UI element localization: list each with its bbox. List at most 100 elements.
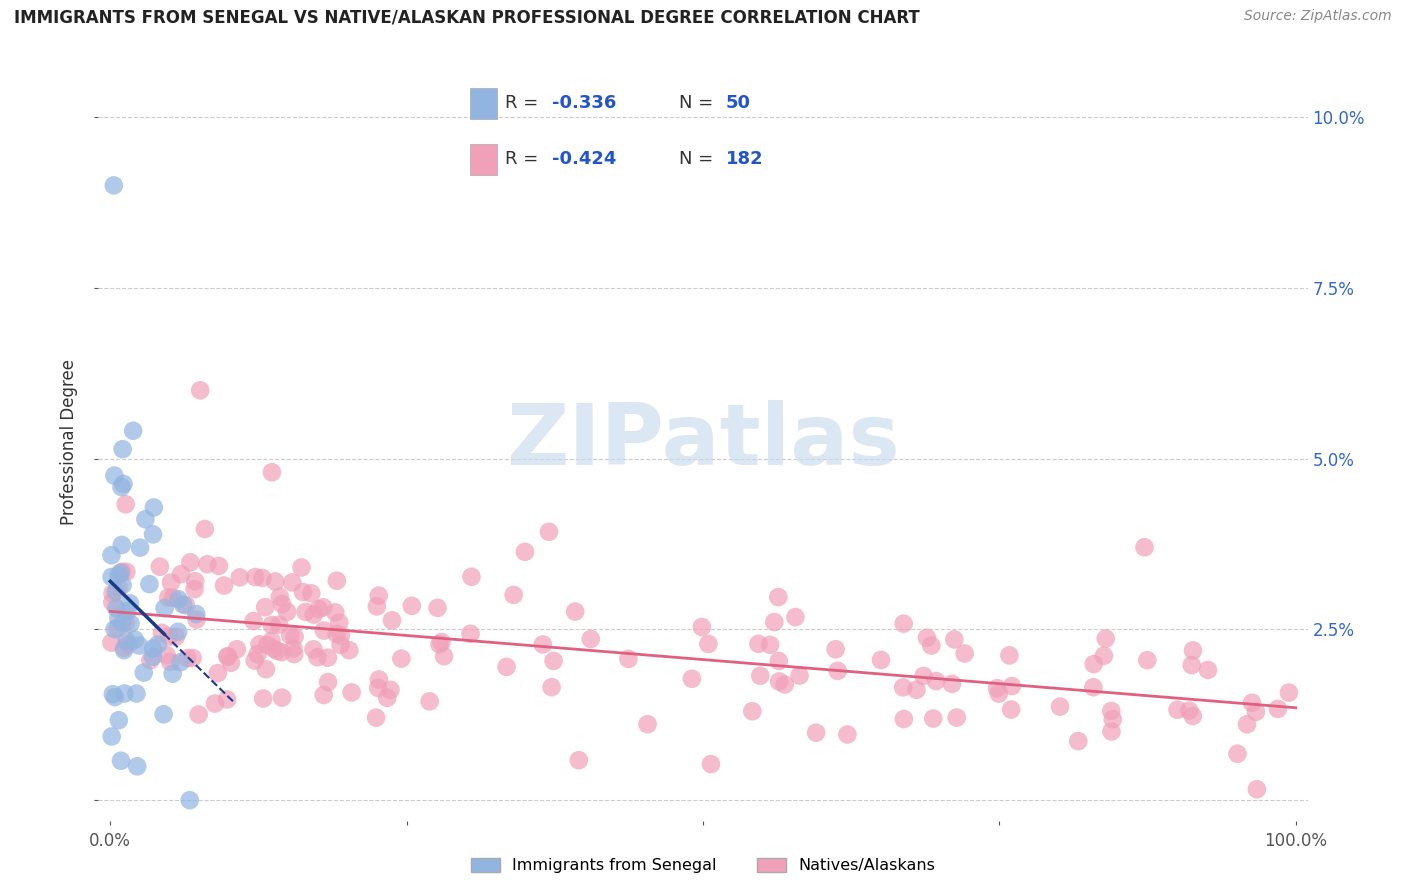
Point [142, 527, 165, 541]
Point [260, 465, 283, 479]
Point [302, 642, 325, 657]
Point [188, 384, 211, 398]
Point [915, 631, 938, 645]
Point [1101, 724, 1123, 739]
Point [107, 568, 129, 582]
Point [256, 638, 278, 652]
Point [215, 692, 238, 706]
Y-axis label: Professional Degree: Professional Degree [60, 359, 79, 524]
Point [308, 602, 330, 616]
Point [270, 645, 292, 659]
Point [502, 588, 524, 602]
Point [302, 607, 325, 622]
Point [169, 655, 191, 669]
Point [429, 637, 451, 651]
Point [107, 713, 129, 727]
Point [252, 691, 274, 706]
Point [1181, 709, 1204, 723]
Point [375, 690, 398, 705]
Point [252, 571, 274, 585]
Point [759, 638, 782, 652]
Point [124, 632, 146, 647]
Point [111, 538, 134, 552]
Point [389, 651, 412, 665]
Text: Source: ZipAtlas.com: Source: ZipAtlas.com [1244, 9, 1392, 23]
Point [1083, 680, 1105, 694]
Point [194, 522, 217, 536]
Point [329, 638, 352, 652]
Point [179, 793, 201, 807]
Point [945, 710, 967, 724]
Point [367, 673, 389, 687]
Point [912, 669, 935, 683]
Point [254, 662, 277, 676]
Point [162, 591, 184, 605]
Point [1049, 699, 1071, 714]
Text: ZIPatlas: ZIPatlas [506, 400, 900, 483]
Point [1092, 648, 1115, 663]
Point [366, 599, 388, 614]
Point [112, 476, 135, 491]
Point [271, 597, 294, 611]
Point [953, 647, 976, 661]
Point [329, 629, 352, 643]
Point [941, 677, 963, 691]
Point [263, 641, 285, 656]
Point [114, 497, 136, 511]
Point [460, 627, 482, 641]
Point [111, 615, 134, 630]
Point [281, 575, 304, 590]
Point [184, 574, 207, 589]
Point [160, 575, 183, 590]
Point [128, 639, 150, 653]
Point [152, 707, 174, 722]
Point [167, 592, 190, 607]
Point [155, 648, 177, 662]
Point [142, 649, 165, 664]
Point [1166, 703, 1188, 717]
Point [153, 601, 176, 615]
Point [111, 565, 134, 579]
Point [1094, 632, 1116, 646]
Point [217, 649, 239, 664]
Point [312, 624, 335, 638]
Point [893, 616, 915, 631]
Point [167, 624, 190, 639]
Point [112, 640, 135, 655]
Point [110, 754, 132, 768]
Point [107, 611, 129, 625]
Point [326, 574, 349, 588]
Point [269, 617, 291, 632]
Point [312, 688, 335, 702]
Point [1001, 679, 1024, 693]
Point [111, 442, 134, 457]
Point [697, 637, 720, 651]
Point [271, 690, 294, 705]
Point [837, 727, 859, 741]
Point [172, 598, 194, 612]
Point [104, 584, 127, 599]
Point [291, 585, 314, 599]
Point [107, 621, 129, 635]
Point [804, 725, 827, 739]
Point [170, 567, 193, 582]
Point [103, 622, 125, 636]
Point [245, 570, 267, 584]
Point [747, 637, 769, 651]
Point [340, 685, 363, 699]
Point [1101, 712, 1123, 726]
Point [243, 654, 266, 668]
Point [186, 607, 208, 621]
Point [401, 599, 423, 613]
Point [986, 681, 1008, 695]
Point [149, 559, 172, 574]
Point [299, 586, 322, 600]
Point [219, 656, 242, 670]
Point [249, 637, 271, 651]
Point [768, 590, 790, 604]
Point [217, 649, 239, 664]
Point [1181, 658, 1204, 673]
Point [749, 669, 772, 683]
Point [103, 468, 125, 483]
Point [260, 618, 283, 632]
